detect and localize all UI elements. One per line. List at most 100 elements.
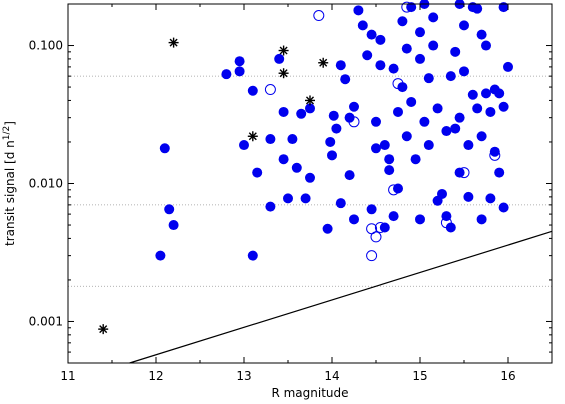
filled-point [265,134,276,145]
open-point [374,221,386,233]
open-point [388,184,400,196]
filled-point [159,143,170,154]
x-axis-title: R magnitude [271,386,348,400]
filled-point [463,140,474,151]
x-tick-label: 16 [500,369,515,383]
open-point [489,149,501,161]
star-stroke [319,58,328,67]
filled-point [450,46,461,57]
y-axis-ticks: 0.001 0.010 0.100 [29,3,552,364]
filled-point [459,66,469,77]
filled-point [476,131,487,142]
filled-point [467,89,478,100]
filled-point [476,29,487,40]
x-tick-label: 13 [236,369,251,383]
plot-frame [67,3,553,364]
filled-point [234,66,245,77]
filled-point [164,204,175,215]
filled-point [441,126,452,137]
star-stroke [99,325,108,334]
threshold-line-segment [129,230,553,364]
x-tick-label: 15 [412,369,427,383]
filled-point [265,201,276,212]
filled-point [489,146,500,157]
x-axis-ticks: 11 12 13 14 15 16 [60,4,553,383]
filled-point [305,103,315,114]
filled-point [406,2,417,13]
star-stroke [305,96,315,105]
filled-point [428,40,439,51]
filled-point [384,165,395,176]
filled-point [278,106,289,117]
open-point [440,217,452,229]
filled-point [397,16,408,27]
star-stroke [169,38,178,47]
filled-point [388,211,399,222]
filled-point [278,154,289,165]
filled-point [397,82,408,93]
filled-point [366,204,377,215]
filled-point [331,123,342,134]
filled-point [410,154,421,165]
x-tick-label: 14 [324,369,339,383]
filled-point [287,134,298,145]
filled-point [423,73,434,84]
y-axis-title-main: transit signal [d n [3,140,17,246]
filled-point [247,250,258,261]
filled-point [247,85,258,96]
star-point [168,37,179,48]
filled-point [494,88,505,99]
open-point [348,116,360,128]
filled-point [463,191,474,202]
star-stroke [279,46,288,55]
star-stroke [279,69,288,78]
y-tick-label: 0.010 [29,177,63,191]
filled-point [485,193,496,204]
filled-point [283,193,293,204]
star-stroke [248,132,257,141]
filled-point [388,63,399,74]
filled-point [384,154,395,165]
filled-point [415,53,425,64]
filled-point [327,150,337,161]
filled-point [234,56,245,67]
open-point [458,167,470,179]
filled-point [379,222,390,233]
filled-point [155,250,166,261]
filled-point [379,140,390,151]
star-point [98,324,109,335]
filled-point [335,198,346,209]
open-point [392,78,404,90]
filled-point [340,74,351,85]
filled-point [300,193,311,204]
filled-point [472,103,483,114]
filled-point [454,112,465,123]
filled-point [221,69,232,80]
filled-point [503,61,513,72]
filled-point [415,27,425,38]
x-tick-label: 11 [60,369,75,383]
filled-point [481,88,491,99]
filled-point [401,43,412,54]
filled-point [393,106,403,117]
filled-point [375,34,386,45]
filled-point [371,143,381,154]
filled-point [274,53,285,64]
filled-point [454,167,465,178]
y-tick-label: 0.001 [29,314,63,328]
filled-point [498,202,509,213]
filled-point [252,167,263,178]
filled-point [325,136,336,147]
open-point [370,231,382,243]
filled-point [498,101,509,112]
filled-point [375,60,386,71]
filled-point [445,222,456,233]
star-point [305,95,315,106]
filled-point [291,162,302,173]
filled-point [419,116,430,127]
y-axis-title-end: ] [3,121,17,126]
filled-point [371,116,381,127]
filled-point [437,188,447,199]
filled-point [432,103,443,114]
